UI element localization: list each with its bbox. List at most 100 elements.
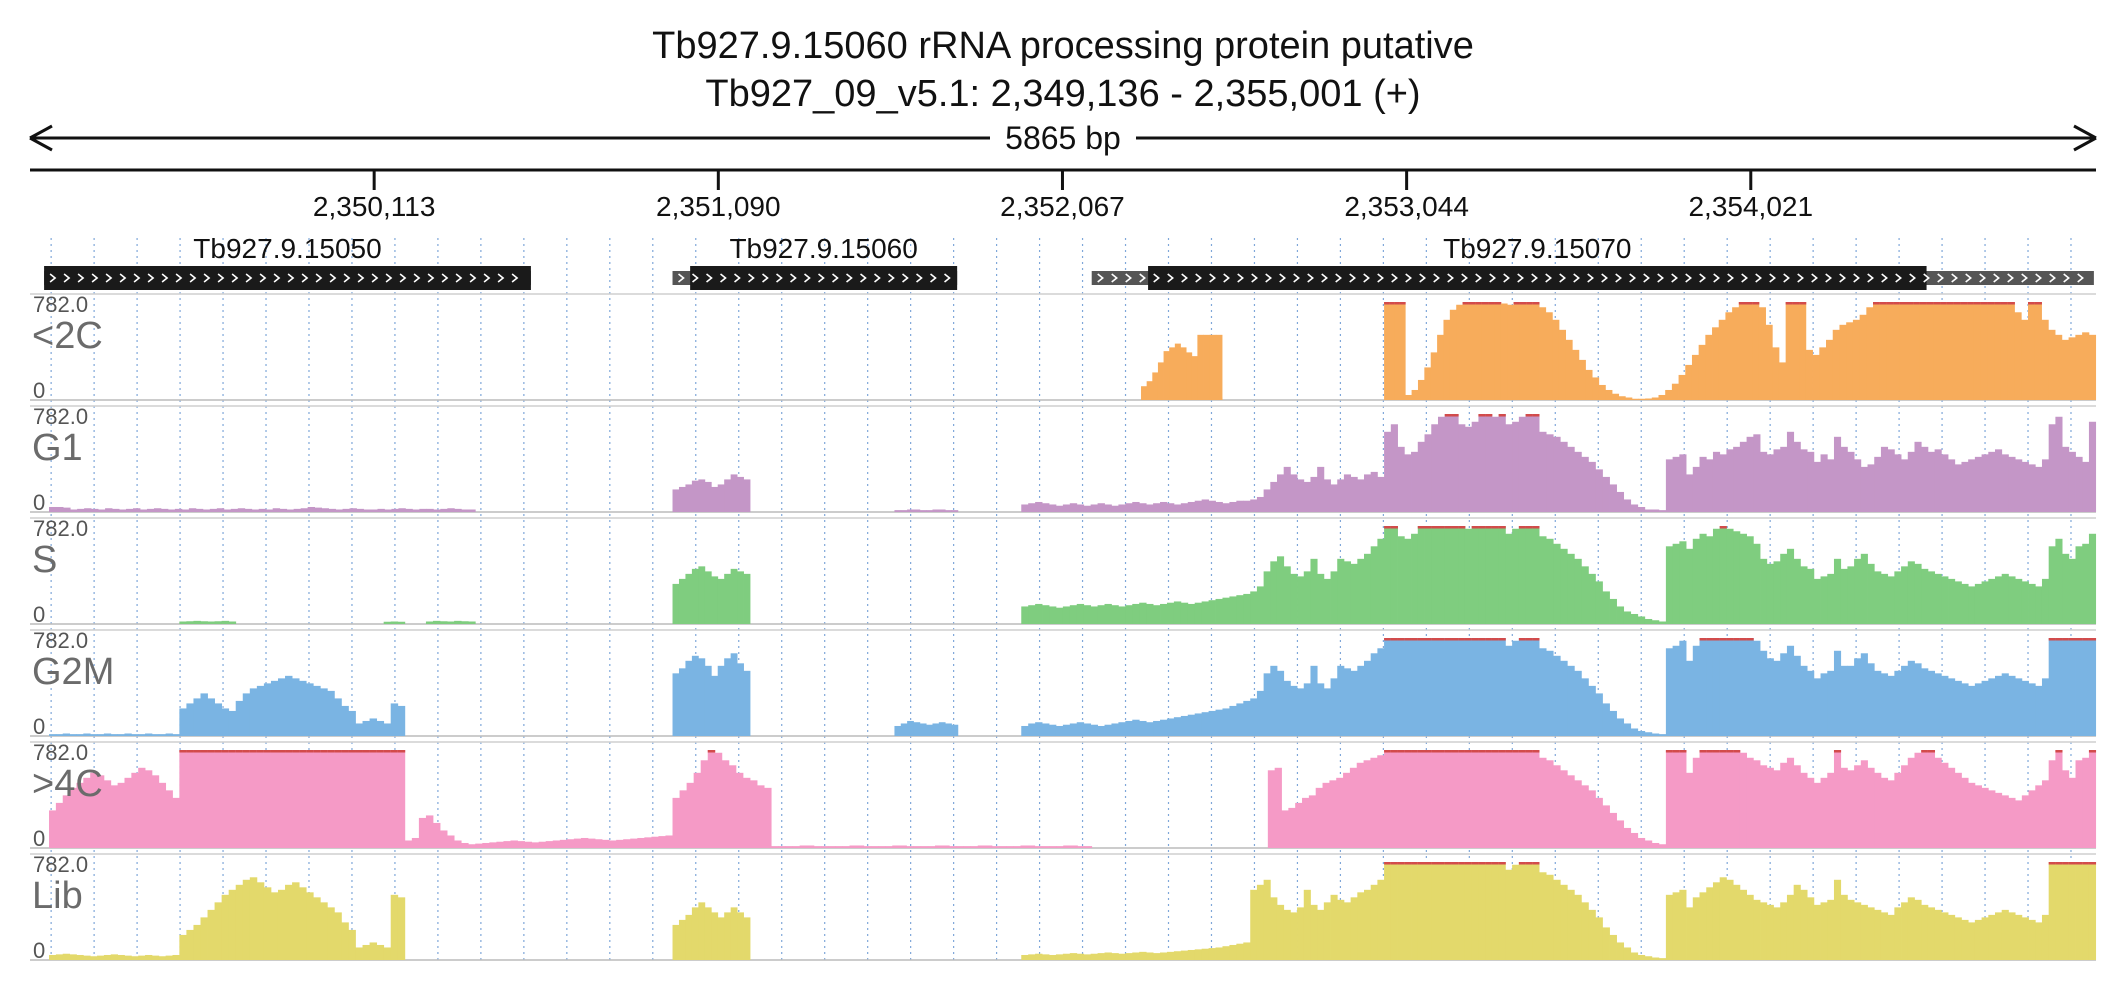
coverage-bar [1546,434,1554,512]
coverage-bar [1525,638,1533,736]
coverage-bar [383,723,392,736]
coverage-bar [1941,912,1949,960]
coverage-bar [228,750,237,848]
clipped-marker [2062,638,2070,641]
coverage-bar [717,917,725,960]
coverage-bar [1518,416,1527,512]
clipped-marker [1665,750,1674,753]
coverage-bar [742,777,751,848]
coverage-bar [1692,538,1700,624]
coverage-bar [1525,526,1533,624]
strand-arrow-icon [119,273,127,283]
coverage-bar [1880,573,1889,624]
coverage-bar [1317,909,1325,960]
coverage-bar [1055,607,1064,624]
ruler-tick-label: 2,350,113 [313,191,436,222]
coverage-bar [1854,658,1862,736]
coverage-bar [1471,421,1479,512]
coverage-bar [228,889,237,960]
gene-label[interactable]: Tb927.9.15060 [729,233,917,264]
coverage-bar [1317,683,1325,736]
coverage-bar [1746,536,1754,624]
ruler-tick-label: 2,352,067 [1000,191,1125,222]
coverage-bar [1370,546,1378,624]
arrowhead-right-icon [2073,124,2097,152]
track-ymax-label: 782.0 [33,404,88,429]
coverage-bar [1236,500,1244,512]
gene-model[interactable]: Tb927.9.15060 [672,233,958,290]
coverage-bar [1733,531,1741,624]
coverage-bar [202,509,211,512]
clipped-marker [1518,638,1527,641]
coverage-bar [1592,377,1600,400]
coverage-bar [468,844,476,848]
coverage-bar [1786,645,1795,736]
coverage-bar [1699,750,1707,848]
coverage-bar [1665,894,1674,960]
coverage-bar [320,902,328,960]
coverage-bar [1160,719,1168,736]
coverage-bar [1887,914,1895,960]
coverage-bar [1887,449,1895,512]
coverage-bar [1208,948,1216,960]
coverage-bar [1686,907,1694,960]
coverage-bar [1303,683,1311,736]
coverage-bar [813,846,822,848]
strand-arrow-icon [1531,273,1538,283]
coverage-bar [1886,302,1894,400]
coverage-bar [334,912,342,960]
coverage-bar [62,733,71,736]
coverage-bar [1948,914,1956,960]
clipped-marker [186,750,194,753]
coverage-bar [165,733,173,736]
coverage-bar [1901,665,1909,736]
strand-arrow-icon [1363,273,1370,283]
coverage-bar [1630,504,1639,512]
clipped-marker [2028,302,2036,305]
coverage-bar [1283,680,1291,736]
coverage-bar [1276,904,1285,960]
coverage-bar [97,734,105,736]
clipped-marker [1733,750,1741,753]
coverage-bar [1539,872,1547,960]
coverage-bar [630,838,638,848]
clipped-marker [285,750,293,753]
gene-label[interactable]: Tb927.9.15050 [193,233,381,264]
coverage-bar [1525,750,1533,848]
gene-label[interactable]: Tb927.9.15070 [1443,233,1631,264]
coverage-bar [2041,780,2050,848]
gene-model[interactable]: Tb927.9.15050 [44,233,531,290]
coverage-bar [2075,862,2083,960]
clipped-marker [1498,526,1506,529]
coverage-bar [1464,862,1473,960]
strand-arrow-icon [944,273,951,283]
coverage-bar [412,509,420,512]
coverage-bar [970,846,979,848]
coverage-bar [1732,307,1740,400]
coverage-bar [1042,503,1050,512]
gene-model[interactable]: Tb927.9.15070 [1091,233,2094,290]
coverage-bar [1719,638,1727,736]
coverage-bar [1512,421,1520,512]
coverage-bar [2035,922,2043,960]
coverage-bar [1317,466,1325,512]
coverage-bar [1546,760,1554,848]
coverage-bar [1773,660,1781,736]
clipped-marker [1532,750,1540,753]
coverage-bar [1560,441,1568,512]
clipped-marker [1390,638,1398,641]
coverage-bar [1854,902,1862,960]
coverage-bar [1411,638,1419,736]
coverage-bar [1399,302,1406,400]
coverage-bar [335,509,343,512]
coverage-bar [1780,446,1788,512]
coverage-bar [1236,703,1244,736]
coverage-bar [1907,897,1915,960]
coverage-bar [76,782,84,848]
coverage-bar [1125,503,1133,512]
coverage-bar [285,675,293,736]
coverage-bar [1274,767,1282,848]
coverage-bar [678,486,686,512]
coverage-bar [1431,862,1439,960]
coverage-bar [228,621,237,624]
